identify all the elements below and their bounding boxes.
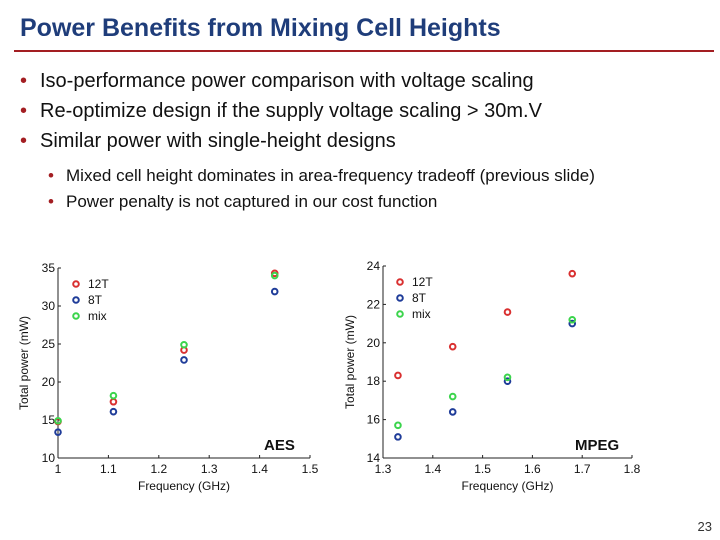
- y-tick-label: 16: [367, 413, 381, 427]
- y-tick-label: 24: [367, 259, 381, 273]
- y-tick-label: 35: [42, 261, 56, 275]
- x-tick-label: 1.8: [624, 462, 641, 476]
- bullet-item: • Similar power with single-height design…: [20, 126, 542, 156]
- x-tick-label: 1.7: [574, 462, 591, 476]
- data-point-8t: [503, 377, 512, 386]
- subbullet-item: • Mixed cell height dominates in area-fre…: [48, 166, 698, 185]
- subbullet-marker: •: [48, 166, 54, 185]
- y-tick-label: 15: [42, 413, 56, 427]
- data-point-8t: [448, 408, 457, 416]
- y-tick-label: 10: [42, 451, 56, 465]
- x-tick-label: 1.5: [474, 462, 491, 476]
- x-tick-label: 1.5: [302, 462, 319, 476]
- data-point-8t: [180, 356, 188, 364]
- y-tick-label: 18: [367, 374, 381, 388]
- data-point-mix: [54, 416, 62, 425]
- x-axis-label: Frequency (GHz): [461, 479, 553, 493]
- legend-label-mix: mix: [88, 309, 107, 323]
- chart-title: AES: [264, 437, 295, 454]
- legend-marker-12t: [72, 280, 80, 288]
- x-tick-label: 1.4: [251, 462, 268, 476]
- data-point-mix: [394, 421, 402, 430]
- x-axis-label: Frequency (GHz): [138, 479, 230, 493]
- y-tick-label: 14: [367, 451, 381, 465]
- y-tick-label: 30: [42, 299, 56, 313]
- legend-marker-12t: [396, 278, 404, 286]
- y-tick-label: 22: [367, 297, 381, 311]
- data-point-mix: [109, 391, 118, 400]
- data-point-12t: [394, 371, 402, 380]
- legend-label-12t: 12T: [412, 275, 433, 289]
- subbullet-marker: •: [48, 192, 54, 211]
- slide-title: Power Benefits from Mixing Cell Heights: [20, 14, 501, 42]
- x-tick-label: 1: [55, 462, 62, 476]
- bullet-marker: •: [20, 70, 28, 92]
- subbullet-text: Power penalty is not captured in our cos…: [66, 192, 438, 211]
- x-tick-label: 1.1: [100, 462, 117, 476]
- legend-marker-8t: [396, 294, 404, 302]
- bullet-item: • Re-optimize design if the supply voltag…: [20, 96, 542, 126]
- data-point-12t: [503, 308, 512, 316]
- data-point-mix: [180, 340, 188, 349]
- bullet-list: • Iso-performance power comparison with v…: [20, 66, 542, 156]
- bullet-item: • Iso-performance power comparison with v…: [20, 66, 542, 96]
- y-axis-label: Total power (mW): [343, 315, 357, 409]
- subbullet-text: Mixed cell height dominates in area-freq…: [66, 166, 595, 185]
- legend-marker-8t: [72, 296, 80, 304]
- bullet-text: Similar power with single-height designs: [40, 130, 396, 152]
- y-axis-label: Total power (mW): [17, 316, 31, 410]
- y-tick-label: 25: [42, 337, 56, 351]
- legend-label-8t: 8T: [88, 293, 103, 307]
- data-point-mix: [448, 392, 457, 401]
- data-point-mix: [568, 315, 577, 324]
- data-point-mix: [270, 271, 279, 280]
- x-tick-label: 1.6: [524, 462, 541, 476]
- legend-label-mix: mix: [412, 307, 431, 321]
- data-point-8t: [568, 319, 577, 328]
- title-divider: [14, 50, 714, 52]
- bullet-marker: •: [20, 130, 28, 152]
- data-point-8t: [54, 428, 62, 436]
- bullet-marker: •: [20, 100, 28, 122]
- x-tick-label: 1.3: [201, 462, 218, 476]
- x-tick-label: 1.2: [150, 462, 167, 476]
- bullet-text: Re-optimize design if the supply voltage…: [40, 100, 542, 122]
- y-tick-label: 20: [42, 375, 56, 389]
- legend-label-8t: 8T: [412, 291, 427, 305]
- bullet-text: Iso-performance power comparison with vo…: [40, 70, 534, 92]
- data-point-8t: [109, 407, 118, 416]
- legend-label-12t: 12T: [88, 277, 109, 291]
- page-number: 23: [697, 519, 712, 534]
- subbullet-item: • Power penalty is not captured in our co…: [48, 192, 698, 211]
- x-tick-label: 1.3: [375, 462, 392, 476]
- data-point-12t: [568, 269, 577, 278]
- legend-marker-mix: [396, 310, 404, 318]
- y-tick-label: 20: [367, 336, 381, 350]
- data-point-12t: [448, 342, 457, 351]
- data-point-8t: [270, 287, 279, 296]
- legend-marker-mix: [72, 312, 80, 320]
- data-point-8t: [394, 433, 402, 441]
- data-point-mix: [503, 373, 512, 382]
- x-tick-label: 1.4: [424, 462, 441, 476]
- chart-title: MPEG: [575, 437, 619, 454]
- subbullet-list: • Mixed cell height dominates in area-fre…: [48, 166, 698, 218]
